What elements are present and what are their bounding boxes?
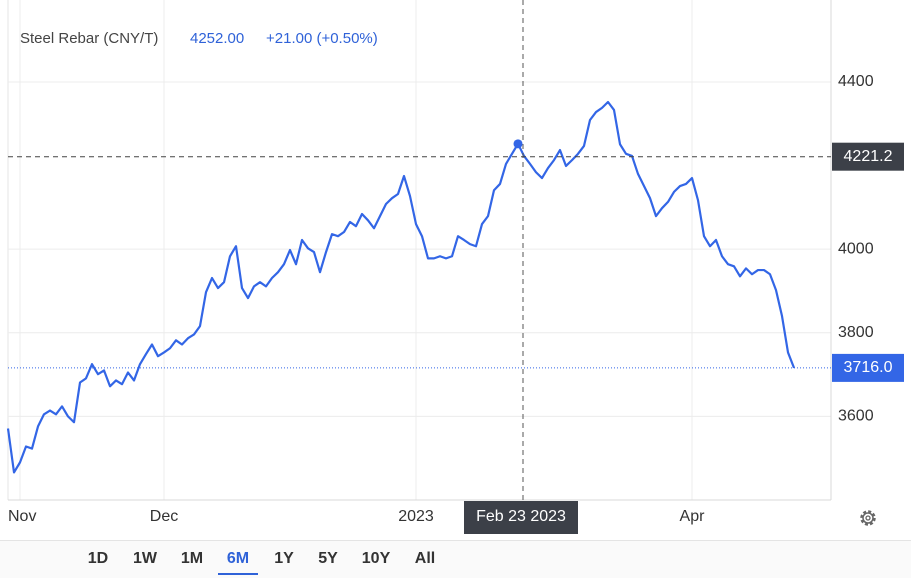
chart: Steel Rebar (CNY/T) 4252.00 +21.00 (+0.5… — [6, 0, 904, 534]
range-button[interactable]: 1Y — [274, 550, 294, 567]
range-button[interactable]: 5Y — [318, 550, 338, 567]
crosshair-point — [513, 139, 523, 149]
instrument-name: Steel Rebar (CNY/T) — [20, 30, 158, 47]
last-price-box — [832, 353, 904, 382]
gear-ring — [862, 512, 874, 524]
y-tick-label: 4000 — [838, 240, 874, 257]
range-button[interactable]: 1D — [87, 550, 109, 567]
x-tick-label: 2023 — [398, 508, 434, 525]
y-tick-label: 4400 — [838, 73, 874, 90]
x-tick-label: Apr — [680, 508, 706, 525]
range-button[interactable]: 10Y — [361, 550, 391, 567]
range-button[interactable]: 1M — [180, 550, 204, 567]
gear-hole — [865, 515, 871, 521]
x-tick-label: Dec — [150, 508, 178, 525]
header-change: +21.00 (+0.50%) — [266, 30, 378, 47]
gear-teeth — [860, 510, 876, 526]
range-button[interactable]: 1W — [133, 550, 157, 567]
header-price: 4252.00 — [190, 30, 244, 47]
y-tick-label: 3600 — [838, 408, 874, 425]
last-price-label: 3716.0 — [844, 359, 893, 376]
crosshair-x-box — [464, 501, 578, 534]
price-line — [6, 100, 796, 474]
crosshair-y-label: 4221.2 — [844, 148, 893, 165]
range-bar: 1D 1W 1M 6M 1Y 5Y 10Y All — [0, 540, 911, 578]
crosshair-y-box — [832, 142, 904, 171]
crosshair-x-label: Feb 23 2023 — [476, 508, 566, 525]
y-tick-label: 3800 — [838, 324, 874, 341]
range-button[interactable]: 6M — [218, 547, 258, 575]
x-tick-label: Nov — [8, 508, 36, 525]
range-button[interactable]: All — [414, 550, 436, 567]
settings-icon[interactable] — [860, 510, 876, 526]
